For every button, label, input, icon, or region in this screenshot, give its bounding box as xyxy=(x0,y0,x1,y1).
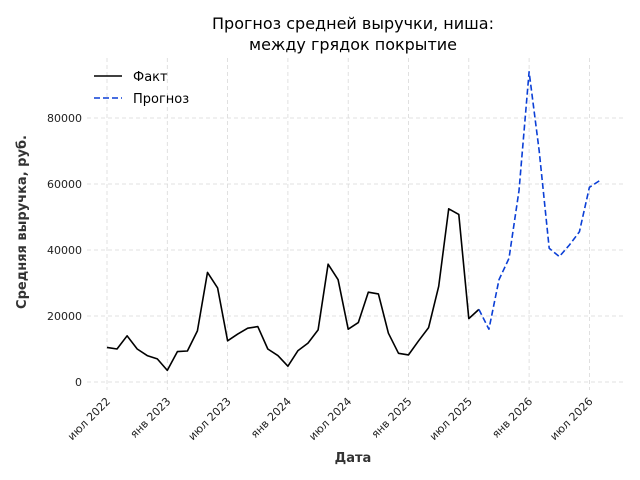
x-axis-ticks: июл 2022 янв 2023 июл 2023 янв 2024 июл 2024… xyxy=(65,395,595,443)
series-line-forecast xyxy=(478,71,600,331)
x-tick-label: янв 2026 xyxy=(489,395,535,441)
y-tick-label: 80000 xyxy=(47,112,82,125)
x-tick-label: янв 2023 xyxy=(128,395,174,441)
y-tick-label: 0 xyxy=(75,376,82,389)
chart-title: Прогноз средней выручки, ниша: между гря… xyxy=(212,14,494,54)
y-axis-ticks: 0 20000 40000 60000 80000 xyxy=(47,112,82,389)
x-tick-label: июл 2026 xyxy=(547,395,595,443)
legend-label-fact: Факт xyxy=(133,70,168,85)
y-axis-label: Средняя выручка, руб. xyxy=(15,135,30,309)
y-tick-label: 20000 xyxy=(47,310,82,323)
grid xyxy=(87,58,624,390)
series-lines xyxy=(106,71,600,372)
y-tick-label: 40000 xyxy=(47,244,82,257)
x-tick-label: июл 2023 xyxy=(186,395,234,443)
x-tick-label: янв 2025 xyxy=(369,395,415,441)
series-line-fact xyxy=(106,208,480,372)
legend-label-forecast: Прогноз xyxy=(133,92,189,107)
x-tick-label: янв 2024 xyxy=(248,395,294,441)
y-tick-label: 60000 xyxy=(47,178,82,191)
chart-title-line-2: между грядок покрытие xyxy=(249,35,457,54)
x-tick-label: июл 2025 xyxy=(427,395,475,443)
chart-title-line-1: Прогноз средней выручки, ниша: xyxy=(212,14,494,33)
x-tick-label: июл 2024 xyxy=(306,395,354,443)
x-axis-label: Дата xyxy=(335,451,372,466)
x-tick-label: июл 2022 xyxy=(65,395,113,443)
legend: Факт Прогноз xyxy=(94,70,189,107)
